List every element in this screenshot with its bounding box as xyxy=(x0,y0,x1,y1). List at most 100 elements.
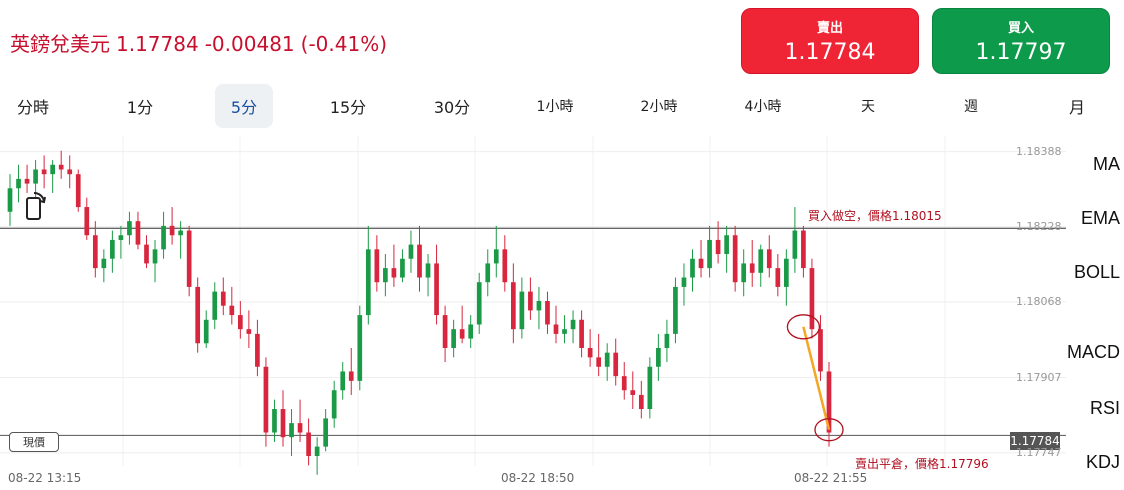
candle-body-5 xyxy=(50,164,56,175)
candle-body-31 xyxy=(272,409,277,433)
candle-body-82 xyxy=(707,239,712,269)
candle-body-55 xyxy=(476,282,482,325)
candle-body-40 xyxy=(348,371,354,381)
y-tick-4: 1.17747 xyxy=(1016,445,1062,459)
current-price-tag: 1.17784 xyxy=(1010,432,1060,450)
quote-header: 英鎊兌美元 1.17784 -0.00481 (-0.41%) 賣出 1.17784 … xyxy=(0,0,1124,84)
candle-body-65 xyxy=(562,329,567,334)
indicator-rsi[interactable]: RSI xyxy=(1089,398,1120,418)
candle-body-39 xyxy=(340,371,346,391)
candle-body-29 xyxy=(255,333,260,367)
candle-body-49 xyxy=(425,263,431,278)
candle-body-0 xyxy=(7,188,13,212)
candle-body-54 xyxy=(468,324,474,339)
candle-body-61 xyxy=(528,291,533,311)
indicator-ema[interactable]: EMA xyxy=(1080,208,1120,228)
candle-body-85 xyxy=(732,235,738,283)
instrument-title: 英鎊兌美元 1.17784 -0.00481 (-0.41%) xyxy=(10,28,393,57)
candle-body-62 xyxy=(536,301,542,311)
exit-marker xyxy=(814,418,844,442)
indicator-ma[interactable]: MA xyxy=(1093,154,1120,174)
entry-marker xyxy=(786,314,821,340)
candle-body-19 xyxy=(169,225,175,236)
candle-body-53 xyxy=(459,329,465,339)
trade-path-line xyxy=(802,326,831,430)
candle-body-94 xyxy=(809,268,815,330)
candle-body-9 xyxy=(84,207,90,236)
exit-annotation: 賣出平倉，價格1.17796 xyxy=(855,457,989,471)
y-tick-2: 1.18068 xyxy=(1016,294,1062,308)
sell-label: 賣出 xyxy=(816,21,843,36)
sell-button[interactable]: 賣出 1.17784 xyxy=(741,8,919,74)
candle-body-68 xyxy=(587,347,593,358)
candle-body-80 xyxy=(690,258,695,278)
indicator-list: MA EMA BOLL MACD RSI KDJ xyxy=(1066,136,1124,490)
candle-body-59 xyxy=(510,282,516,330)
candle-body-21 xyxy=(186,230,192,287)
candle-body-60 xyxy=(519,291,525,330)
candle-body-30 xyxy=(263,366,269,433)
candle-body-3 xyxy=(33,169,38,184)
x-tick-0: 08-22 13:15 xyxy=(8,471,82,485)
chart-svg[interactable] xyxy=(0,136,1124,490)
x-tick-2: 08-22 21:55 xyxy=(794,471,868,485)
candle-body-7 xyxy=(67,169,73,175)
tab-2[interactable]: 5分 xyxy=(215,84,273,128)
sell-price: 1.17784 xyxy=(784,40,876,65)
tab-5[interactable]: 1小時 xyxy=(536,99,574,115)
rotate-screen-button[interactable] xyxy=(18,188,54,224)
x-tick-1: 08-22 18:50 xyxy=(501,471,575,485)
candle-body-34 xyxy=(297,423,303,433)
candle-body-15 xyxy=(135,221,141,245)
indicator-boll[interactable]: BOLL xyxy=(1073,262,1120,282)
tab-1[interactable]: 1分 xyxy=(126,98,154,117)
tab-0[interactable]: 分時 xyxy=(16,98,49,117)
candle-body-8 xyxy=(75,174,81,208)
buy-button[interactable]: 買入 1.17797 xyxy=(932,8,1110,74)
candle-body-12 xyxy=(110,239,115,259)
candle-body-96 xyxy=(826,371,832,433)
candle-body-83 xyxy=(715,239,721,255)
candle-body-41 xyxy=(357,315,363,381)
tab-7[interactable]: 4小時 xyxy=(744,99,782,115)
candle-body-63 xyxy=(545,301,550,325)
tab-9[interactable]: 週 xyxy=(964,99,978,115)
candle-body-69 xyxy=(596,357,602,367)
candle-body-79 xyxy=(681,277,687,287)
candle-body-16 xyxy=(144,244,149,264)
candle-body-2 xyxy=(24,178,30,184)
candle-body-89 xyxy=(766,249,772,269)
tab-3[interactable]: 15分 xyxy=(329,98,367,117)
candle-body-38 xyxy=(331,390,337,419)
tab-4[interactable]: 30分 xyxy=(433,98,471,117)
candle-body-4 xyxy=(41,169,47,175)
candle-body-86 xyxy=(741,263,747,283)
current-price-label: 現價 xyxy=(9,432,59,452)
candle-body-52 xyxy=(451,329,456,348)
indicator-macd[interactable]: MACD xyxy=(1067,342,1120,362)
tab-8[interactable]: 天 xyxy=(861,99,875,115)
candle-body-93 xyxy=(801,230,806,269)
candle-body-88 xyxy=(758,249,764,273)
candle-body-43 xyxy=(374,249,380,283)
price-change: -0.00481 xyxy=(204,32,295,56)
candle-body-6 xyxy=(58,164,64,170)
candle-body-71 xyxy=(613,352,619,377)
candle-body-51 xyxy=(442,315,448,348)
tab-6[interactable]: 2小時 xyxy=(640,99,678,115)
candle-body-81 xyxy=(698,258,704,269)
y-tick-3: 1.17907 xyxy=(1016,370,1062,384)
candle-body-77 xyxy=(664,333,670,348)
price-change-pct: (-0.41%) xyxy=(300,32,387,56)
rotate-icon xyxy=(26,191,46,220)
candle-body-76 xyxy=(656,347,661,367)
candle-body-42 xyxy=(365,249,371,316)
candle-body-10 xyxy=(92,235,98,269)
tab-10[interactable]: 月 xyxy=(1068,98,1085,117)
candle-body-50 xyxy=(434,263,439,316)
candlestick-chart[interactable] xyxy=(0,136,1124,490)
candle-body-66 xyxy=(570,319,576,330)
candle-body-13 xyxy=(118,235,124,240)
indicator-kdj[interactable]: KDJ xyxy=(1085,452,1120,472)
candle-body-64 xyxy=(553,324,559,334)
